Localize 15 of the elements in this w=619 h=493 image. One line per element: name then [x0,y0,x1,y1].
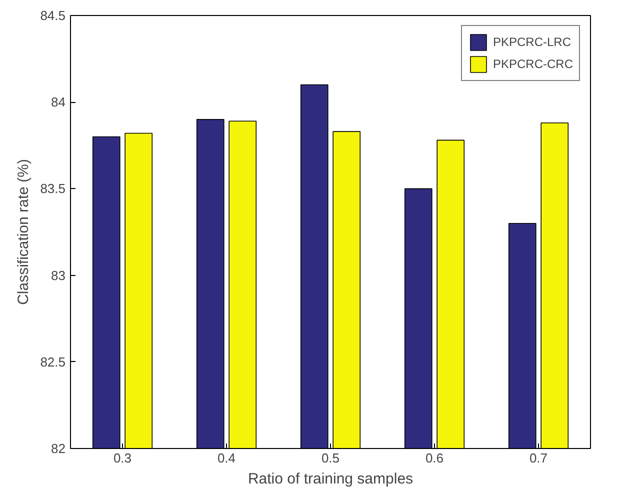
x-tick-label: 0.5 [321,450,340,466]
legend-label: PKPCRC-LRC [492,35,571,49]
y-tick-label: 83 [51,268,66,283]
y-axis-title: Classification rate (%) [15,159,32,305]
y-tick-label: 83.5 [40,181,66,196]
y-tick-label: 82.5 [40,354,66,370]
x-tick-label: 0.6 [425,450,444,466]
legend-label: PKPCRC-CRC [492,57,573,71]
x-tick-label: 0.4 [217,450,236,466]
x-tick-label: 0.7 [529,450,548,466]
x-tick-label: 0.3 [113,450,132,466]
y-tick-label: 84.5 [40,8,66,23]
y-tick-label: 84 [51,94,66,110]
y-tick-label: 82 [51,441,66,456]
x-axis-title: Ratio of training samples [248,470,414,488]
